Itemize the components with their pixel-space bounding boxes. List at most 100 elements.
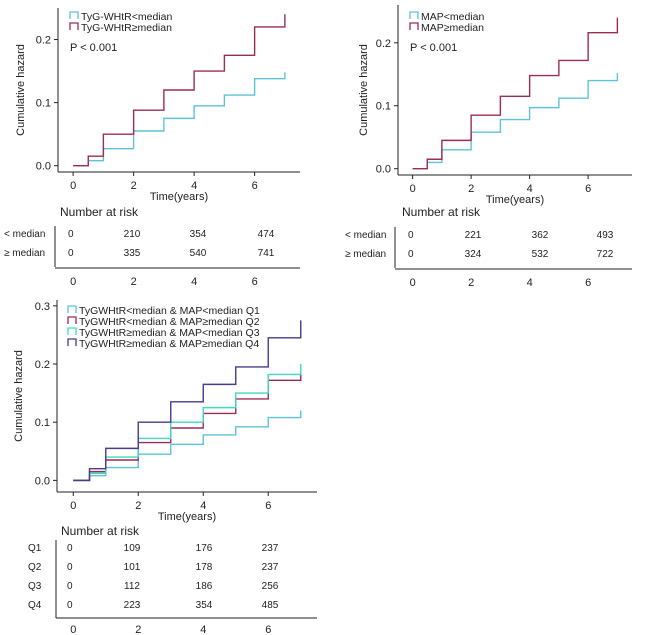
- x-tick-label: 4: [527, 183, 533, 195]
- chart-map: 0.0 0.1 0.2 0 2 4 6 Cumulative hazard Time(years…: [345, 5, 632, 289]
- risk-cell: 109: [124, 543, 141, 554]
- risk-cell: 223: [124, 600, 141, 611]
- y-tick-label: 0.0: [376, 164, 391, 176]
- series-line-1: [73, 72, 286, 167]
- x-tick-label: 6: [585, 183, 591, 195]
- risk-table-tick: 4: [200, 624, 206, 635]
- risk-table-tick: 2: [468, 277, 474, 289]
- risk-row-label: Q2: [28, 562, 42, 573]
- risk-cell: 493: [597, 230, 614, 241]
- x-tick-label: 2: [135, 500, 141, 512]
- risk-row-label: ≥ median: [345, 249, 386, 260]
- risk-cell: 362: [532, 230, 549, 241]
- risk-cell: 485: [262, 600, 279, 611]
- y-tick-label: 0.3: [35, 301, 50, 313]
- risk-cell: 0: [67, 600, 73, 611]
- risk-cell: 112: [124, 581, 140, 592]
- risk-cell: 0: [68, 248, 74, 259]
- legend-swatch-3: [67, 327, 77, 335]
- legend-swatch-2: [69, 22, 79, 30]
- legend-label-4: TyGWHtR≥median & MAP≥median Q4: [79, 338, 259, 350]
- x-tick-label: 4: [191, 180, 197, 192]
- risk-table: Number at risk Q1 0 109 176 237 Q2 0 101 178 237 Q3…: [28, 524, 317, 635]
- x-tick-label: 6: [252, 180, 258, 192]
- chart-combined: 0.0 0.1 0.2 0.3 0 2 4 6 Cumulative hazard Time(ye…: [13, 300, 317, 635]
- risk-table-title: Number at risk: [60, 205, 139, 219]
- risk-cell: 741: [258, 248, 275, 259]
- legend-label-2: TyG-WHtR≥median: [81, 22, 172, 34]
- risk-cell: 0: [67, 581, 73, 592]
- y-axis-title: Cumulative hazard: [15, 44, 27, 136]
- risk-cell: 186: [196, 581, 213, 592]
- y-tick-label: 0.0: [35, 475, 50, 487]
- risk-row-label: Q1: [28, 543, 42, 554]
- risk-table-tick: 4: [527, 277, 533, 289]
- series-line-1: [412, 73, 619, 170]
- p-value: P < 0.001: [410, 42, 457, 54]
- x-tick-label: 0: [70, 180, 76, 192]
- x-tick-label: 6: [265, 500, 271, 512]
- y-axis-title: Cumulative hazard: [13, 350, 25, 442]
- risk-cell: 0: [67, 562, 73, 573]
- series-line-1: [73, 410, 302, 482]
- legend: TyGWHtR<median & MAP<median Q1TyGWHtR<me…: [67, 305, 260, 350]
- legend-label-1: TyG-WHtR<median: [81, 11, 172, 23]
- risk-cell: 101: [124, 562, 141, 573]
- legend-swatch-1: [409, 11, 419, 19]
- x-tick-label: 4: [200, 500, 206, 512]
- risk-cell: 0: [68, 229, 74, 240]
- y-tick-label: 0.2: [376, 38, 391, 50]
- y-tick-label: 0.2: [35, 359, 50, 371]
- legend-label-1: TyGWHtR<median & MAP<median Q1: [79, 305, 260, 317]
- risk-cell: 237: [262, 543, 279, 554]
- legend-swatch-4: [67, 338, 77, 346]
- y-tick-label: 0.2: [36, 35, 51, 47]
- risk-table: Number at risk < median 0 221 362 493 ≥ median…: [345, 205, 632, 289]
- series-line-4: [73, 320, 302, 482]
- risk-table-tick: 2: [135, 624, 141, 635]
- risk-row-label: Q4: [28, 600, 42, 611]
- risk-table-tick: 6: [252, 276, 258, 288]
- legend-label-2: TyGWHtR<median & MAP≥median Q2: [79, 316, 260, 328]
- risk-table-tick: 2: [131, 276, 137, 288]
- risk-table-tick: 0: [70, 624, 76, 635]
- risk-cell: 210: [124, 229, 141, 240]
- legend-label-1: MAP<median: [421, 11, 484, 23]
- risk-row-label: < median: [4, 229, 45, 240]
- y-tick-label: 0.1: [35, 417, 50, 429]
- risk-cell: 532: [532, 249, 549, 260]
- x-axis-title: Time(years): [486, 194, 544, 206]
- risk-row-label: Q3: [28, 581, 42, 592]
- risk-cell: 237: [262, 562, 279, 573]
- risk-table-tick: 0: [70, 276, 76, 288]
- risk-cell: 540: [190, 248, 207, 259]
- risk-table-tick: 0: [410, 277, 416, 289]
- risk-cell: 722: [597, 249, 614, 260]
- p-value: P < 0.001: [70, 42, 117, 54]
- x-axis-title: Time(years): [150, 191, 208, 203]
- y-axis-title: Cumulative hazard: [358, 44, 370, 136]
- risk-table: Number at risk < median 0 210 354 474 ≥ median…: [4, 205, 300, 288]
- x-tick-label: 0: [410, 183, 416, 195]
- risk-cell: 324: [465, 249, 482, 260]
- x-tick-label: 2: [468, 183, 474, 195]
- legend-swatch-2: [409, 22, 419, 30]
- risk-cell: 221: [465, 230, 482, 241]
- risk-table-title: Number at risk: [61, 524, 140, 538]
- risk-table-tick: 6: [585, 277, 591, 289]
- risk-table-tick: 4: [191, 276, 197, 288]
- legend-label-3: TyGWHtR≥median & MAP<median Q3: [79, 327, 260, 339]
- risk-cell: 354: [196, 600, 213, 611]
- risk-table-title: Number at risk: [402, 205, 481, 219]
- y-tick-label: 0.0: [36, 161, 51, 173]
- risk-row-label: ≥ median: [4, 248, 45, 259]
- y-tick-label: 0.1: [376, 101, 391, 113]
- risk-cell: 176: [196, 543, 213, 554]
- series-line-3: [73, 364, 302, 482]
- chart-tyg: 0.0 0.1 0.2 0 2 4 6 Cumulative hazard Time(years…: [4, 8, 300, 288]
- risk-cell: 354: [190, 229, 207, 240]
- x-tick-label: 2: [131, 180, 137, 192]
- legend-label-2: MAP≥median: [421, 22, 484, 34]
- x-axis-title: Time(years): [158, 511, 216, 523]
